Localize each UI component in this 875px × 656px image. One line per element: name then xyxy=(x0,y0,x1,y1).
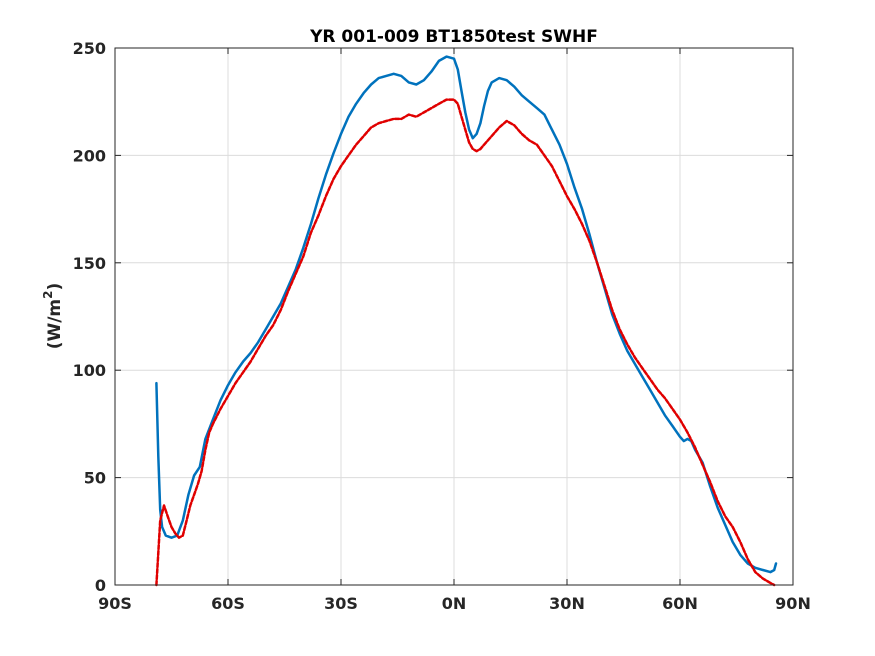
x-tick-label: 60N xyxy=(662,594,698,613)
y-tick-label: 50 xyxy=(84,469,106,488)
series-line-2 xyxy=(155,98,776,587)
chart-title: YR 001-009 BT1850test SWHF xyxy=(309,27,598,47)
series-line-1 xyxy=(155,55,778,574)
y-axis-label: (W/m2) xyxy=(41,283,65,350)
y-axis-label-main: (W/m xyxy=(45,299,65,349)
y-tick-label: 0 xyxy=(95,576,106,595)
x-tick-label: 30N xyxy=(549,594,585,613)
x-tick-label: 0N xyxy=(442,594,467,613)
x-tick-label: 90N xyxy=(775,594,811,613)
y-tick-label: 200 xyxy=(73,146,106,165)
series-layer xyxy=(155,55,778,587)
y-tick-label: 250 xyxy=(73,39,106,58)
y-tick-label: 150 xyxy=(73,254,106,273)
tick-labels: 90S 60S 30S 0N 30N 60N 90N 0 50 100 150 200 250 xyxy=(73,39,811,613)
y-axis-label-end: ) xyxy=(45,283,65,291)
x-tick-label: 90S xyxy=(98,594,132,613)
x-tick-label: 30S xyxy=(324,594,358,613)
tick-marks xyxy=(114,47,794,586)
y-axis-label-sup: 2 xyxy=(41,290,55,298)
x-tick-label: 60S xyxy=(211,594,245,613)
y-tick-label: 100 xyxy=(73,361,106,380)
